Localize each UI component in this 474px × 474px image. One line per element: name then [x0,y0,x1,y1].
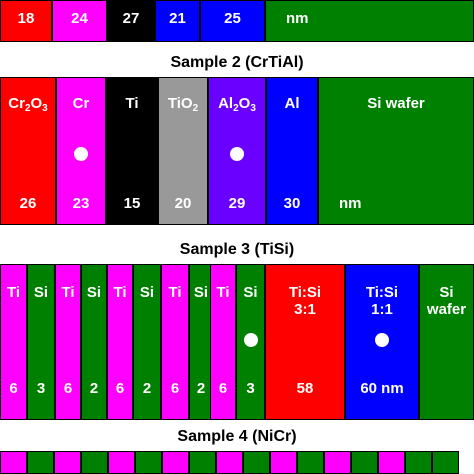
layer-thickness: 25 [224,10,241,27]
layer-name: Si [33,284,49,301]
layer-thickness: 2 [196,380,206,397]
sample4-layer [270,451,297,474]
layer-thickness: 3 [36,380,46,397]
layer-name: Si [139,284,155,301]
sample4-layer [135,451,162,474]
sample3-layer: Ti 6 [0,264,27,420]
layer-thickness: nm [339,195,362,212]
layer-name: Si [243,284,258,301]
layer-name: Ti [6,284,21,301]
sample4-layer [216,451,243,474]
sample2-layer: Cr 23 [56,77,106,225]
sample4-layer [351,451,378,474]
marker-dot-icon [230,147,244,161]
layer-thickness: 20 [174,195,192,212]
layer-thickness: 6 [115,380,125,397]
sample4-layer [0,451,27,474]
layer-name: Ti:Si 1:1 [365,284,399,318]
layer-thickness: 3 [246,380,255,397]
sample4-layer [27,451,54,474]
sample2-layer: Al2O3 29 [208,77,266,225]
sample1-layer: 24 [52,0,107,42]
sample2-layer: Cr2O3 26 [0,77,56,225]
layer-name: Cr2O3 [8,95,48,114]
layer-thickness: 29 [228,195,246,212]
sample3-layer: Ti 6 [55,264,81,420]
sample2-layer: Ti 15 [106,77,158,225]
sample3-layer: Ti 6 [107,264,133,420]
sample3-layer: Ti:Si 3:1 58 [265,264,345,420]
sample1-layer: 21 [155,0,200,42]
sample1-layer: 27 [107,0,155,42]
marker-dot-icon [74,147,88,161]
layer-name: Ti [168,284,182,301]
sample4-layer [378,451,405,474]
layer-name: Si [193,284,209,301]
sample4-title: Sample 4 (NiCr) [177,428,297,445]
sample3-layer: Si 2 [81,264,107,420]
sample4-layer [108,451,135,474]
layer-name: Ti [216,284,230,301]
sample4-strip [0,451,474,474]
layer-thickness: 6 [9,380,18,397]
layer-thickness: 27 [122,10,140,27]
sample3-layer: Si 2 [189,264,213,420]
sample3-title: Sample 3 (TiSi) [179,241,295,258]
sample1-strip: 18 24 27 21 25 nm [0,0,474,42]
layer-thickness: 2 [89,380,99,397]
sample2-title: Sample 2 (CrTiAl) [170,54,304,71]
sample4-layer [297,451,324,474]
sample4-layer [405,451,432,474]
sample4-layer [189,451,216,474]
layer-thickness: 6 [170,380,180,397]
layer-thickness: 21 [169,10,186,27]
sample3-strip: Ti 6 Si 3 Ti 6 Si 2 Ti 6 Si 2 Ti 6 Si 2 Ti 6 Si 3 Ti:Si 3:1 5… [0,264,474,420]
layer-thickness: 23 [72,195,90,212]
sample4-layer [81,451,108,474]
sample4-layer [243,451,270,474]
sample3-layer: Si 3 [27,264,55,420]
layer-name: Al [284,95,300,112]
sample4-layer [54,451,81,474]
marker-dot-icon [375,333,389,347]
layer-thickness: 6 [63,380,73,397]
sample2-strip: Cr2O3 26 Cr 23 Ti 15 TiO2 20 Al2O3 29 Al 30 Si wafer… [0,77,474,225]
layer-name: Ti [61,284,75,301]
layer-thickness: 58 [296,380,314,397]
layer-name: Ti:Si 3:1 [288,284,322,318]
layer-thickness: nm [286,10,309,27]
sample4-layer [324,451,351,474]
layer-thickness: 2 [142,380,152,397]
sample4-layer [162,451,189,474]
layer-name: Al2O3 [218,95,256,114]
layer-thickness: 60 nm [360,380,404,397]
layer-name: TiO2 [167,95,199,114]
sample2-layer: TiO2 20 [158,77,208,225]
layer-name: Si wafer [426,284,467,318]
sample4-layer [432,451,459,474]
layer-thickness: 18 [17,10,35,27]
sample3-layer: Ti 6 [210,264,236,420]
layer-thickness: 30 [283,195,301,212]
layer-name: Ti [113,284,127,301]
sample3-layer: Si wafer [419,264,474,420]
layer-thickness: 24 [71,10,88,27]
sample3-layer: Ti 6 [161,264,189,420]
layer-name: Si wafer [367,95,425,112]
sample1-layer: nm [265,0,474,42]
sample3-layer: Ti:Si 1:1 60 nm [345,264,419,420]
sample1-layer: 25 [200,0,265,42]
layer-thickness: 6 [218,380,228,397]
layer-name: Si [86,284,102,301]
sample3-layer: Si 2 [133,264,161,420]
sample2-layer: Al 30 [266,77,318,225]
sample3-layer: Si 3 [236,264,265,420]
sample1-layer: 18 [0,0,52,42]
layer-thickness: 26 [19,195,37,212]
layer-thickness: 15 [123,195,141,212]
sample2-layer: Si wafer nm [318,77,474,225]
marker-dot-icon [243,333,258,347]
layer-name: Ti [125,95,139,112]
layer-name: Cr [72,95,90,112]
